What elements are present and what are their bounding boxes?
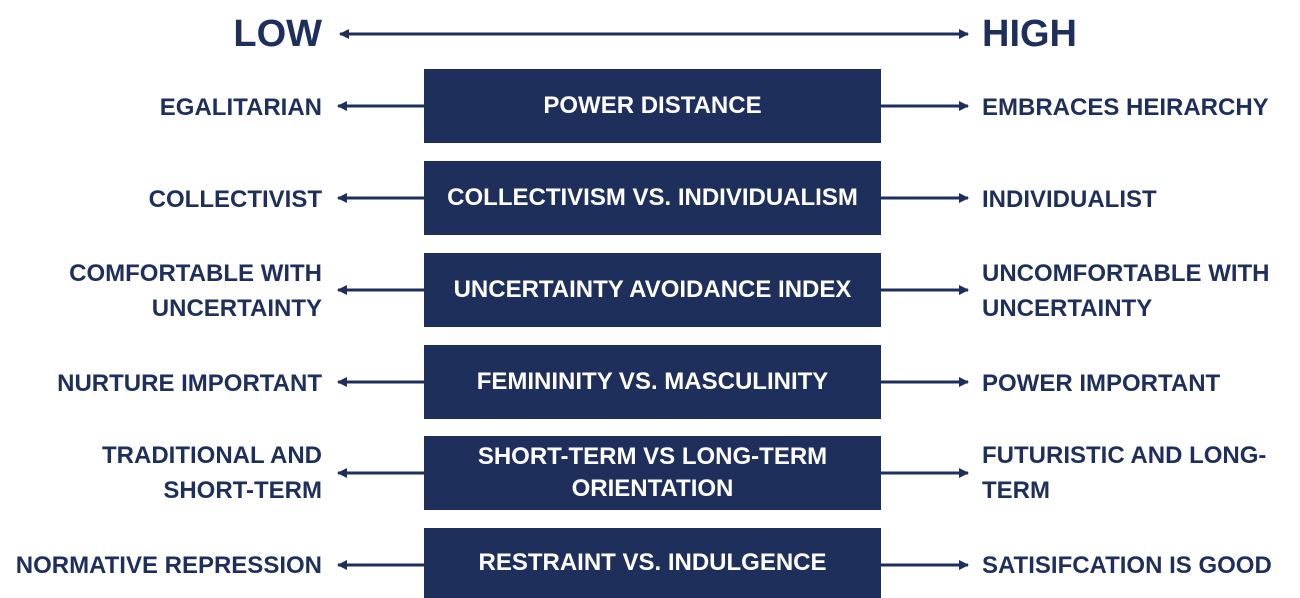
dimension-box-indulgence: RESTRAINT VS. INDULGENCE (424, 528, 881, 598)
high-axis-label: HIGH (982, 13, 1077, 55)
high-descriptor: EMBRACES HEIRARCHY (982, 93, 1269, 121)
low-descriptor: NORMATIVE REPRESSION (15, 551, 322, 579)
high-descriptor: SATISIFCATION IS GOOD (982, 551, 1272, 579)
low-descriptor: NURTURE IMPORTANT (57, 369, 322, 397)
dimension-box-uncertainty-avoidance: UNCERTAINTY AVOIDANCE INDEX (424, 253, 881, 327)
low-descriptor: EGALITARIAN (159, 93, 322, 121)
dimension-box-masculinity: FEMININITY VS. MASCULINITY (424, 345, 881, 419)
high-descriptor: POWER IMPORTANT (982, 369, 1221, 397)
low-descriptor: COLLECTIVIST (148, 185, 322, 213)
high-descriptor: INDIVIDUALIST (982, 185, 1157, 213)
dimension-box-power-distance: POWER DISTANCE (424, 69, 881, 143)
dimension-box-long-term-orientation: SHORT-TERM VS LONG-TERM ORIENTATION (424, 436, 881, 510)
high-descriptor: FUTURISTIC AND LONG- TERM (982, 442, 1267, 504)
high-descriptor: UNCOMFORTABLE WITH UNCERTAINTY (982, 260, 1270, 322)
low-descriptor: COMFORTABLE WITH UNCERTAINTY (69, 260, 322, 322)
dimension-box-individualism: COLLECTIVISM VS. INDIVIDUALISM (424, 161, 881, 235)
low-axis-label: LOW (233, 13, 322, 55)
low-descriptor: TRADITIONAL AND SHORT-TERM (102, 442, 322, 504)
